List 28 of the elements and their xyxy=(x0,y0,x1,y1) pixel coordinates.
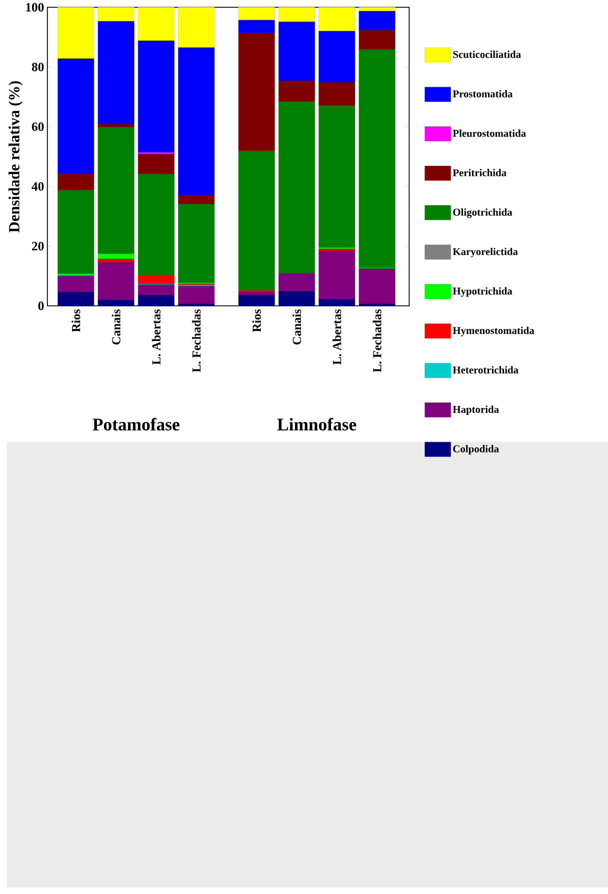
legend-label: Scuticociliatida xyxy=(453,50,521,58)
legend-label: Hymenostomatida xyxy=(452,326,534,336)
legend-label: Hypotrichida xyxy=(452,287,512,297)
y-tick-label: 0 xyxy=(38,302,44,310)
y-tick-label: 20 xyxy=(32,242,44,250)
legend-label: Karyorelictida xyxy=(452,248,518,258)
legend-label: Oligotrichida xyxy=(453,208,512,218)
legend-label: Pleurostomatida xyxy=(452,129,526,137)
x-tick-label: L. Abertas xyxy=(152,309,161,365)
x-tick-label: Canais xyxy=(292,309,302,345)
legend-label: Peritrichida xyxy=(452,168,506,176)
text: Limnofase xyxy=(277,418,356,430)
x-tick-label: L. Fechadas xyxy=(192,309,201,372)
x-tick-label: Rios xyxy=(252,309,261,332)
y-axis-title: Densidade relativa (%) xyxy=(8,81,23,232)
x-tick-label: L. Fechadas xyxy=(372,309,382,372)
y-tick-label: 40 xyxy=(32,182,44,191)
x-tick-label: Canais xyxy=(112,309,120,345)
y-tick-label: 80 xyxy=(32,62,44,72)
legend-label: Haptorida xyxy=(452,406,499,416)
legend-label: Prostomatida xyxy=(452,90,513,98)
y-tick-label: 100 xyxy=(26,3,44,12)
legend-label: Colpodida xyxy=(453,445,499,454)
legend-label: Heterotrichida xyxy=(452,366,518,374)
y-tick-label: 60 xyxy=(32,122,44,132)
x-tick-label: L. Abertas xyxy=(332,309,342,365)
x-tick-label: Rios xyxy=(72,309,80,332)
text: Potamofase xyxy=(92,418,180,430)
